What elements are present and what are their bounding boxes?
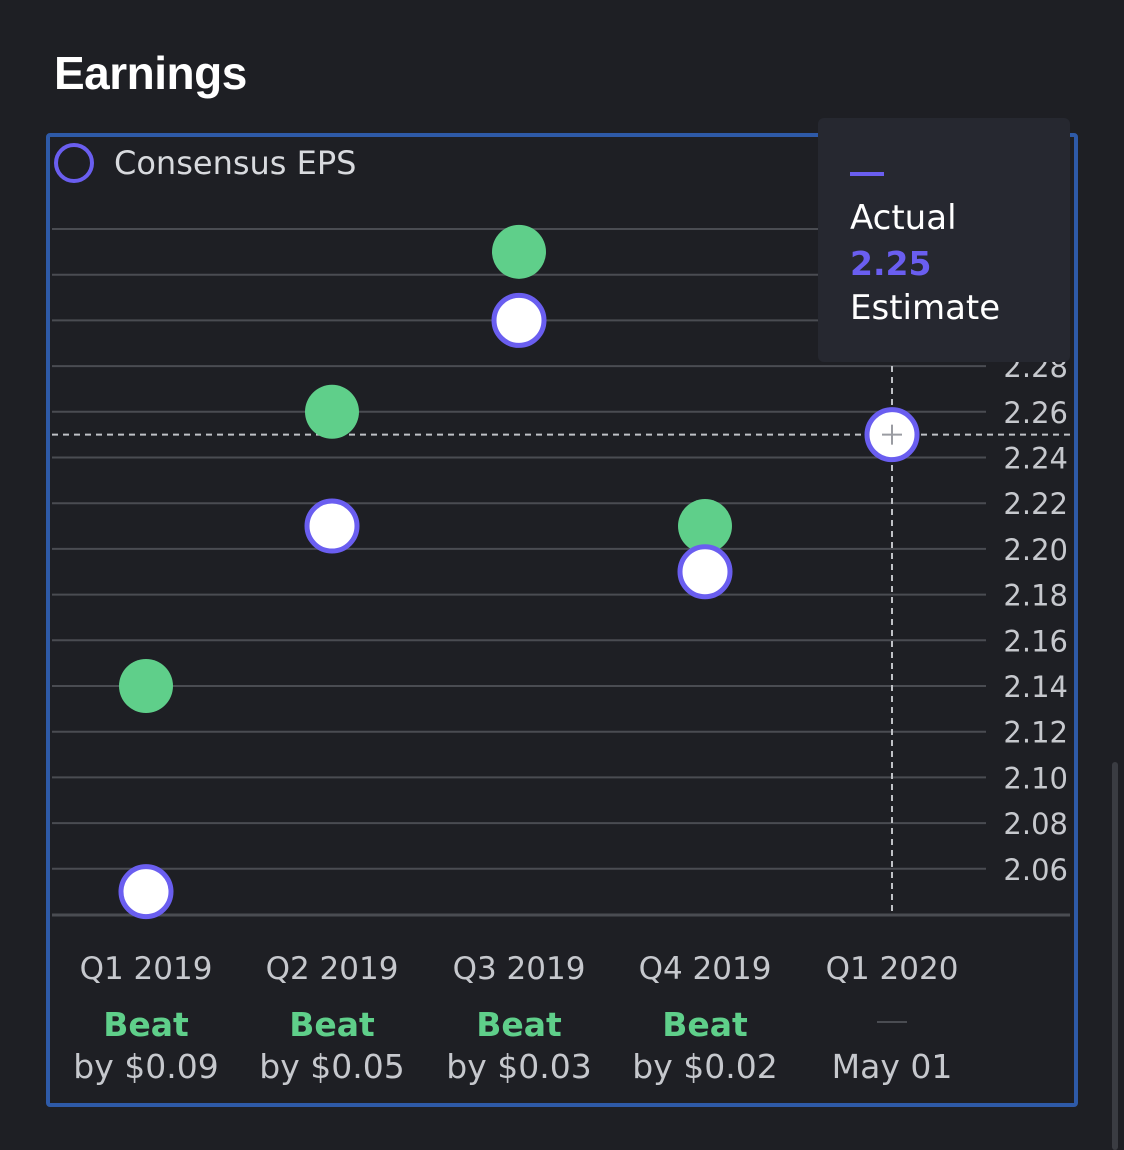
actual-eps-point[interactable] (119, 659, 173, 713)
beat-status-label: Beat (662, 1005, 748, 1044)
actual-eps-point[interactable] (678, 499, 732, 554)
legend-label: Consensus EPS (114, 144, 357, 182)
estimate-eps-point[interactable] (677, 544, 733, 600)
actual-eps-point[interactable] (492, 224, 546, 279)
result-detail-label: by $0.03 (446, 1047, 591, 1086)
x-category-label: Q3 2019 (453, 951, 586, 987)
y-tick-label: 2.24 (1003, 442, 1068, 476)
beat-status-label: Beat (103, 1005, 189, 1044)
tooltip-actual-label: Actual (850, 198, 957, 238)
x-category-label: Q1 2020 (826, 951, 959, 987)
y-tick-label: 2.26 (1003, 396, 1068, 430)
actual-eps-point[interactable] (305, 384, 359, 439)
y-tick-label: 2.12 (1003, 716, 1068, 750)
result-detail-label: by $0.05 (259, 1047, 404, 1086)
y-tick-label: 2.20 (1003, 533, 1068, 567)
tooltip-value: 2.25 (850, 244, 932, 283)
chart-legend[interactable]: Consensus EPS (54, 143, 356, 183)
estimate-eps-point[interactable] (118, 864, 174, 920)
y-tick-label: 2.18 (1003, 579, 1068, 613)
chart-tooltip: Actual 2.25 Estimate (818, 118, 1070, 362)
estimate-dash-icon (850, 172, 884, 176)
y-tick-label: 2.08 (1003, 807, 1068, 841)
page-title: Earnings (54, 47, 247, 99)
tooltip-estimate-label: Estimate (850, 288, 1001, 328)
estimate-eps-point[interactable] (304, 498, 360, 554)
x-category-label: Q1 2019 (80, 951, 213, 987)
y-tick-label: 2.16 (1003, 624, 1068, 658)
y-tick-label: 2.06 (1003, 853, 1068, 887)
scrollbar[interactable] (1112, 762, 1118, 1150)
result-detail-label: by $0.09 (73, 1047, 218, 1086)
beat-status-label: Beat (476, 1005, 562, 1044)
beat-status-label: Beat (289, 1005, 375, 1044)
y-tick-label: 2.22 (1003, 487, 1068, 521)
earnings-chart-card (46, 133, 1078, 1107)
result-detail-label: May 01 (832, 1047, 953, 1086)
y-tick-label: 2.14 (1003, 670, 1068, 704)
x-category-label: Q4 2019 (639, 951, 772, 987)
result-detail-label: by $0.02 (632, 1047, 777, 1086)
estimate-eps-point[interactable] (491, 292, 547, 348)
ring-icon (54, 143, 94, 183)
y-tick-label: 2.10 (1003, 761, 1068, 795)
x-category-label: Q2 2019 (266, 951, 399, 987)
